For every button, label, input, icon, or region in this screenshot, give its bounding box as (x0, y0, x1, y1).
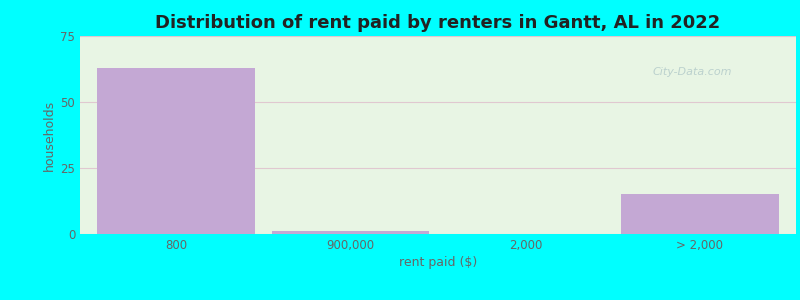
Bar (272, 231, 430, 234)
Bar (98, 68, 254, 234)
Title: Distribution of rent paid by renters in Gantt, AL in 2022: Distribution of rent paid by renters in … (155, 14, 721, 32)
Bar (622, 194, 778, 234)
X-axis label: rent paid ($): rent paid ($) (399, 256, 477, 269)
Text: City-Data.com: City-Data.com (653, 67, 732, 76)
Y-axis label: households: households (43, 99, 56, 171)
